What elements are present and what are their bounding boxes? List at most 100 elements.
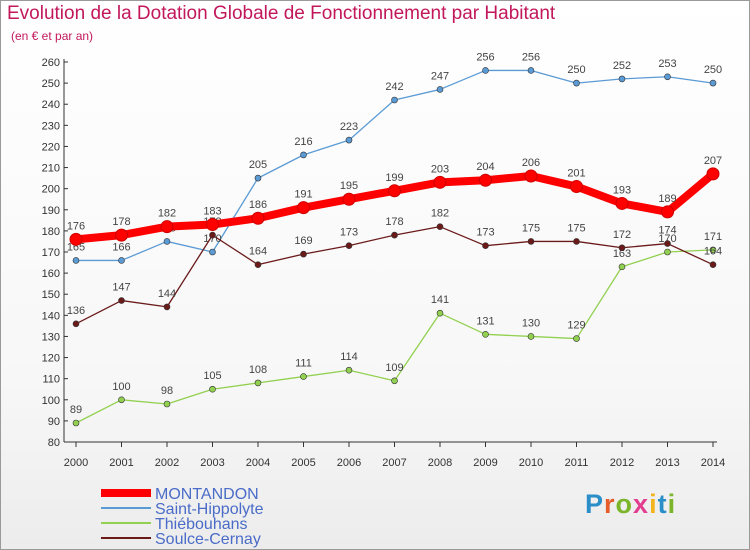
y-tick-label: 220: [42, 141, 60, 153]
y-tick-label: 230: [42, 120, 60, 132]
data-label-montandon: 206: [522, 157, 540, 169]
data-point-soulce-cernay: [391, 231, 398, 239]
logo-letter: i: [667, 489, 677, 519]
data-point-saint-hippolyte: [345, 136, 353, 144]
data-point-montandon: [706, 167, 720, 181]
data-label-thiebouhans: 114: [340, 351, 358, 363]
data-point-thiebouhans: [72, 419, 80, 427]
data-label-montandon: 204: [476, 161, 494, 173]
data-point-montandon: [115, 228, 128, 242]
data-point-soulce-cernay: [300, 250, 307, 258]
data-label-soulce-cernay: 173: [476, 227, 494, 239]
x-tick-label: 2004: [246, 457, 270, 469]
data-point-saint-hippolyte: [664, 73, 671, 81]
data-point-thiebouhans: [209, 385, 216, 393]
x-tick-label: 2001: [109, 457, 133, 469]
y-tick-label: 140: [42, 310, 60, 322]
data-point-montandon: [160, 220, 174, 234]
data-point-soulce-cernay: [709, 261, 717, 268]
data-point-montandon: [524, 169, 538, 183]
data-point-montandon: [251, 211, 265, 225]
y-tick-label: 250: [42, 78, 60, 90]
data-label-soulce-cernay: 164: [704, 246, 722, 258]
data-point-saint-hippolyte: [209, 248, 216, 256]
y-tick-label: 200: [42, 184, 60, 196]
logo-letter: o: [615, 489, 634, 519]
data-point-saint-hippolyte: [482, 67, 489, 74]
y-tick-label: 80: [48, 437, 60, 449]
logo-letter: i: [649, 489, 658, 519]
x-tick-label: 2002: [155, 457, 179, 469]
y-tick-label: 100: [42, 395, 60, 407]
y-tick-label: 160: [42, 268, 60, 280]
data-point-saint-hippolyte: [391, 96, 398, 104]
x-tick-label: 2007: [382, 457, 406, 469]
data-label-soulce-cernay: 175: [567, 222, 585, 234]
logo-letter: x: [633, 489, 650, 519]
data-label-saint-hippolyte: 252: [613, 60, 631, 72]
y-tick-label: 240: [42, 99, 60, 111]
x-tick-label: 2005: [291, 457, 315, 469]
data-point-soulce-cernay: [436, 223, 444, 230]
data-label-montandon: 203: [431, 163, 449, 175]
data-point-soulce-cernay: [163, 303, 171, 311]
data-label-saint-hippolyte: 250: [567, 64, 585, 76]
y-tick-label: 170: [42, 247, 60, 259]
x-tick-label: 2011: [565, 457, 589, 469]
data-label-soulce-cernay: 174: [658, 225, 676, 237]
data-label-montandon: 186: [249, 199, 267, 211]
x-tick-label: 2010: [519, 457, 543, 469]
data-point-thiebouhans: [300, 373, 307, 380]
data-label-saint-hippolyte: 223: [340, 121, 358, 133]
series-line-thiebouhans: [75, 249, 714, 424]
x-tick-label: 2009: [473, 457, 497, 469]
data-point-saint-hippolyte: [527, 67, 535, 74]
data-point-thiebouhans: [709, 246, 717, 254]
data-point-saint-hippolyte: [254, 174, 262, 182]
data-label-saint-hippolyte: 256: [522, 51, 540, 63]
data-label-montandon: 191: [294, 189, 312, 201]
data-label-soulce-cernay: 144: [158, 288, 176, 300]
legend-label-soulce-cernay: Soulce-Cernay: [155, 531, 261, 548]
y-tick-label: 120: [42, 353, 60, 365]
logo-letter: r: [604, 489, 616, 519]
data-label-thiebouhans: 100: [112, 381, 130, 393]
data-label-saint-hippolyte: 253: [658, 58, 676, 70]
data-point-thiebouhans: [527, 333, 535, 340]
data-point-thiebouhans: [664, 248, 671, 256]
data-point-thiebouhans: [163, 400, 171, 408]
data-label-thiebouhans: 108: [249, 364, 267, 376]
data-label-montandon: 182: [158, 208, 176, 220]
data-label-soulce-cernay: 172: [613, 229, 631, 241]
data-label-saint-hippolyte: 250: [704, 64, 722, 76]
data-point-soulce-cernay: [254, 261, 262, 268]
data-label-soulce-cernay: 169: [294, 235, 312, 247]
y-tick-label: 260: [42, 57, 60, 69]
data-label-saint-hippolyte: 242: [385, 81, 403, 93]
data-point-soulce-cernay: [527, 238, 535, 245]
data-label-thiebouhans: 131: [476, 315, 494, 327]
data-label-thiebouhans: 163: [613, 248, 631, 260]
data-label-thiebouhans: 129: [567, 320, 585, 332]
data-label-soulce-cernay: 182: [431, 208, 449, 220]
data-point-saint-hippolyte: [72, 257, 80, 264]
legend-label-montandon: MONTANDON: [155, 486, 259, 503]
data-point-saint-hippolyte: [163, 238, 171, 245]
data-point-soulce-cernay: [72, 320, 80, 328]
data-point-montandon: [433, 175, 447, 189]
data-label-soulce-cernay: 136: [67, 305, 85, 317]
data-point-thiebouhans: [345, 366, 353, 374]
x-tick-label: 2008: [428, 457, 452, 469]
data-point-soulce-cernay: [118, 297, 125, 304]
data-label-soulce-cernay: 175: [522, 222, 540, 234]
data-point-soulce-cernay: [664, 240, 671, 247]
data-point-thiebouhans: [391, 377, 398, 385]
y-tick-label: 150: [42, 289, 60, 301]
data-label-saint-hippolyte: 166: [112, 241, 130, 253]
data-point-montandon: [570, 180, 583, 194]
data-label-soulce-cernay: 147: [112, 282, 130, 294]
data-label-montandon: 195: [340, 180, 358, 192]
data-point-thiebouhans: [573, 335, 580, 342]
